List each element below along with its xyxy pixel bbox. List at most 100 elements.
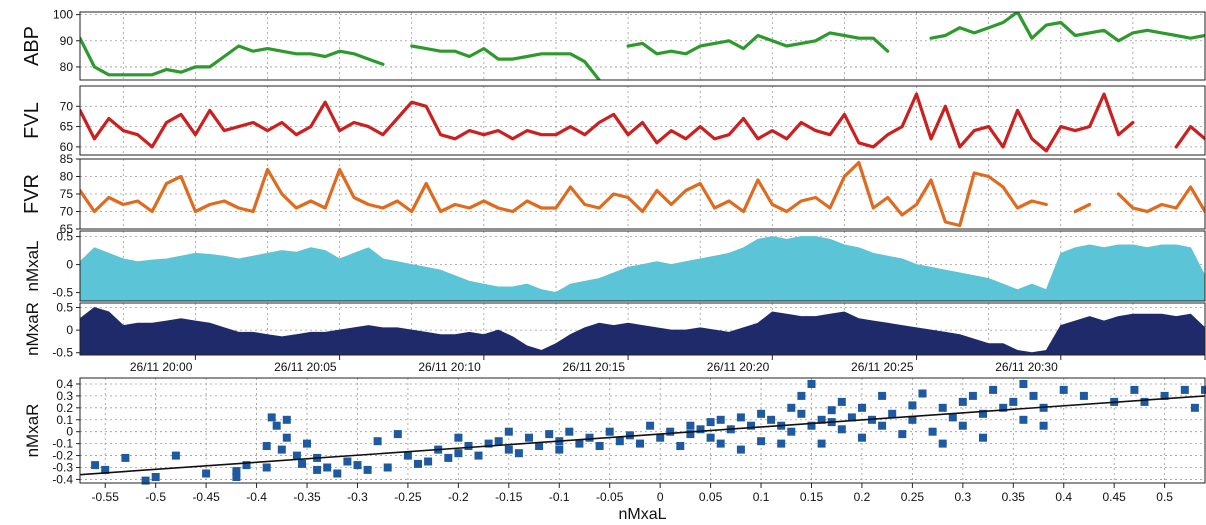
y-tick-label: 90 bbox=[60, 34, 74, 48]
scatter-point bbox=[716, 439, 725, 448]
scatter-point bbox=[514, 449, 523, 458]
time-tick-label: 26/11 20:30 bbox=[995, 360, 1058, 374]
y-tick-label: 70 bbox=[60, 99, 74, 113]
panel-frame bbox=[79, 11, 1206, 81]
scatter-point bbox=[817, 415, 826, 424]
scatter-point bbox=[171, 451, 180, 460]
series-line-abp bbox=[80, 12, 1205, 80]
y-tick-label: 65 bbox=[60, 222, 74, 236]
y-tick-label: 80 bbox=[60, 170, 74, 184]
scatter-point bbox=[272, 421, 281, 430]
scatter-point bbox=[242, 461, 251, 470]
x-tick-label: 0.5 bbox=[1156, 490, 1173, 504]
y-tick-label: -0.3 bbox=[52, 460, 73, 474]
scatter-point bbox=[353, 461, 362, 470]
y-tick-label: -0.1 bbox=[52, 437, 73, 451]
x-tick-label: -0.1 bbox=[549, 490, 570, 504]
scatter-point bbox=[393, 430, 402, 439]
scatter-point bbox=[141, 476, 150, 485]
y-tick-label: 100 bbox=[53, 8, 73, 22]
panel-scatter: -0.55 -0.5 -0.45 -0.4 -0.35 -0.3 -0.25 -0.2 -0.1… bbox=[23, 377, 1206, 523]
y-axis-label: nMxaR bbox=[23, 404, 42, 458]
scatter-point bbox=[484, 439, 493, 448]
scatter-point bbox=[1190, 403, 1199, 412]
scatter-point bbox=[383, 463, 392, 472]
x-tick-label: -0.4 bbox=[246, 490, 267, 504]
time-tick-label: 26/11 20:10 bbox=[418, 360, 481, 374]
panel-abp: 80 90 100 ABP bbox=[21, 8, 1206, 81]
scatter-point bbox=[474, 451, 483, 460]
scatter-point bbox=[262, 463, 271, 472]
scatter-point bbox=[1201, 385, 1206, 394]
scatter-point bbox=[989, 385, 998, 394]
y-tick-label: 0.3 bbox=[56, 389, 73, 403]
x-tick-label: 0 bbox=[657, 490, 664, 504]
scatter-point bbox=[1079, 391, 1088, 400]
scatter-point bbox=[267, 413, 276, 422]
x-tick-label: -0.3 bbox=[347, 490, 368, 504]
scatter-point bbox=[878, 421, 887, 430]
gridlines bbox=[80, 86, 1206, 155]
y-tick-label: 0.2 bbox=[56, 401, 73, 415]
scatter-point bbox=[313, 465, 322, 474]
series-line-fvl bbox=[80, 92, 1205, 153]
scatter-point bbox=[1130, 385, 1139, 394]
scatter-point bbox=[736, 413, 745, 422]
scatter-point bbox=[958, 421, 967, 430]
panel-frame bbox=[79, 85, 1206, 156]
scatter-point bbox=[999, 403, 1008, 412]
scatter-point bbox=[605, 427, 614, 436]
scatter-point bbox=[807, 421, 816, 430]
scatter-point bbox=[787, 403, 796, 412]
time-tick-label: 26/11 20:00 bbox=[130, 360, 193, 374]
y-tick-label: 0.5 bbox=[56, 301, 73, 315]
y-tick-label: 0.4 bbox=[56, 377, 73, 391]
y-tick-label: 0 bbox=[66, 425, 73, 439]
y-axis-label: ABP bbox=[21, 26, 43, 66]
scatter-point bbox=[686, 430, 695, 439]
panel-frame bbox=[79, 302, 1206, 356]
scatter-point bbox=[938, 403, 947, 412]
scatter-point bbox=[767, 415, 776, 424]
scatter-point bbox=[454, 433, 463, 442]
x-tick-label: 0.3 bbox=[955, 490, 972, 504]
scatter-point bbox=[494, 437, 503, 446]
scatter-point bbox=[888, 409, 897, 418]
time-tick-label: 26/11 20:15 bbox=[563, 360, 626, 374]
time-tick-label: 26/11 20:05 bbox=[274, 360, 337, 374]
scatter-point bbox=[151, 473, 160, 481]
scatter-point bbox=[282, 415, 291, 424]
scatter-point bbox=[878, 391, 887, 400]
x-tick-label: 0.25 bbox=[901, 490, 925, 504]
scatter-point bbox=[625, 431, 634, 440]
scatter-point bbox=[636, 439, 644, 448]
scatter-point bbox=[706, 418, 715, 427]
y-tick-label: 0 bbox=[66, 258, 73, 272]
x-tick-label: -0.2 bbox=[448, 490, 469, 504]
scatter-point bbox=[444, 453, 453, 462]
scatter-point bbox=[373, 437, 382, 446]
x-tick-label: 0.1 bbox=[753, 490, 770, 504]
scatter-point bbox=[1059, 385, 1068, 394]
scatter-point bbox=[847, 413, 856, 422]
panel-frame bbox=[79, 230, 1206, 302]
scatter-point bbox=[1029, 391, 1038, 400]
x-tick-label: -0.35 bbox=[293, 490, 321, 504]
scatter-point bbox=[585, 433, 594, 442]
scatter-point bbox=[1019, 415, 1028, 424]
scatter-point bbox=[646, 421, 655, 430]
scatter-point bbox=[323, 463, 332, 472]
scatter-point bbox=[121, 453, 130, 462]
scatter-point bbox=[555, 445, 564, 454]
scatter-point bbox=[817, 439, 826, 448]
scatter-point bbox=[403, 451, 412, 460]
panel-fvl: 60 65 70 FVL bbox=[21, 85, 1206, 156]
scatter-point bbox=[918, 389, 927, 398]
scatter-point bbox=[298, 459, 306, 468]
scatter-point bbox=[908, 401, 917, 410]
y-axis-label: nMxaR bbox=[23, 302, 42, 356]
y-tick-label: 60 bbox=[60, 140, 74, 154]
scatter-point bbox=[837, 425, 846, 434]
y-tick-label: -0.2 bbox=[52, 449, 73, 463]
y-tick-label: 0 bbox=[66, 323, 73, 337]
